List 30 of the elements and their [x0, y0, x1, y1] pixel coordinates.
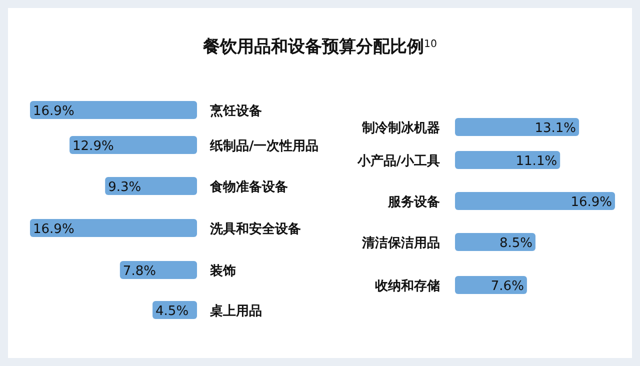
y-tick-label: 桌上用品	[209, 303, 262, 319]
data-label: 12.9%	[72, 139, 114, 154]
data-label: 16.9%	[33, 222, 74, 237]
data-label: 7.8%	[122, 264, 156, 279]
data-label: 8.5%	[499, 236, 532, 251]
data-label: 16.9%	[570, 195, 612, 210]
data-label: 11.1%	[516, 154, 558, 169]
y-tick-label: 洗具和安全设备	[209, 221, 301, 237]
y-tick-label: 小产品/小工具	[356, 153, 440, 169]
bar	[105, 177, 197, 195]
data-label: 16.9%	[33, 104, 74, 119]
y-tick-label: 纸制品/一次性用品	[209, 139, 319, 154]
y-tick-label: 清洁保洁用品	[361, 236, 440, 251]
bar	[455, 233, 536, 251]
bar	[70, 136, 197, 154]
data-label: 4.5%	[156, 304, 189, 319]
bar	[455, 151, 560, 169]
y-tick-label: 服务设备	[387, 195, 440, 210]
y-tick-label: 烹饪设备	[209, 103, 262, 119]
bar	[455, 192, 615, 210]
text: 餐饮用品和设备预算分配比例$^{10}$	[202, 37, 437, 57]
y-tick-label: 收纳和存储	[375, 278, 440, 294]
data-label: 9.3%	[108, 180, 142, 195]
y-tick-label: 食物准备设备	[209, 179, 288, 195]
y-tick-label: 制冷制冰机器	[361, 120, 440, 136]
data-label: 13.1%	[534, 121, 576, 136]
bar	[120, 261, 197, 279]
y-tick-label: 装饰	[209, 264, 236, 279]
data-label: 7.6%	[490, 279, 524, 294]
bar	[30, 219, 197, 237]
